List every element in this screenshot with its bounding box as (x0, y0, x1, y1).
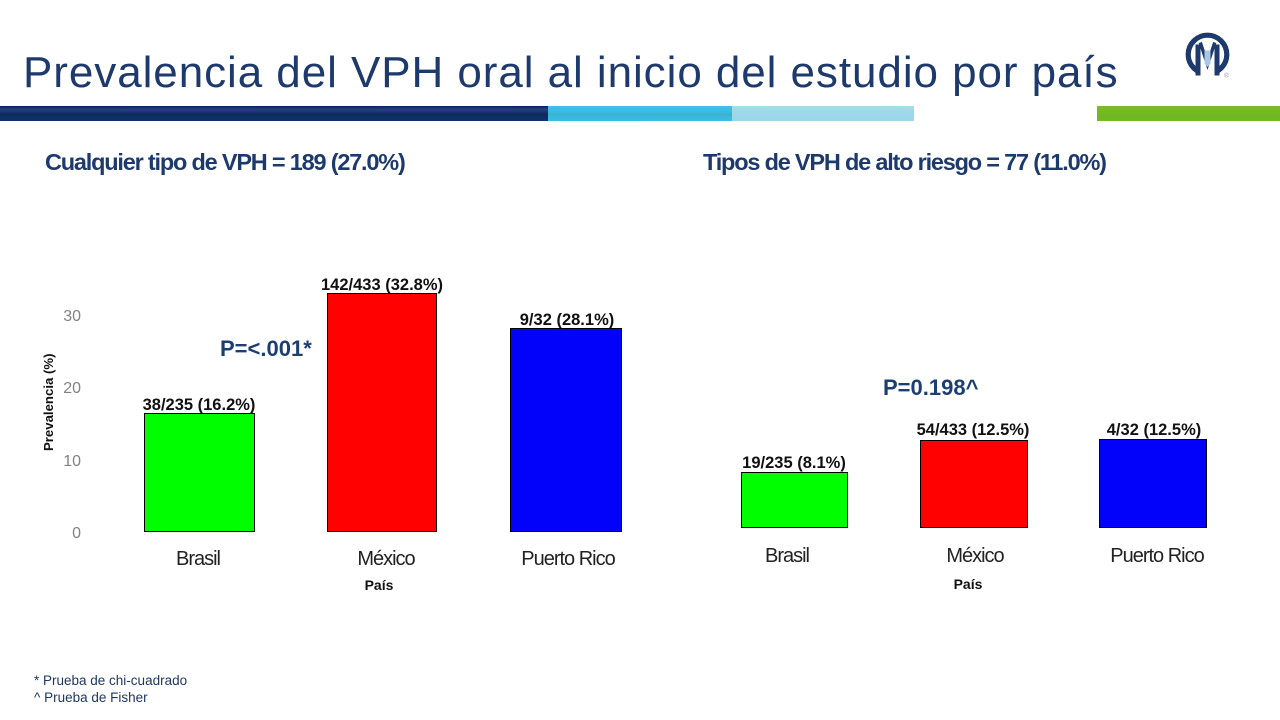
svg-text:®: ® (1224, 72, 1229, 80)
